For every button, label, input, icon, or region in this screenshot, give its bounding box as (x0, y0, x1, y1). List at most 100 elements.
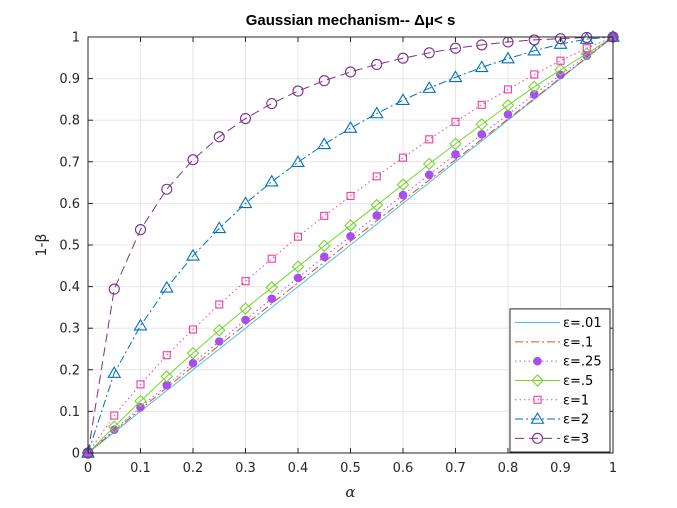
chart-title: Gaussian mechanism-- Δμ< s (246, 12, 456, 29)
data-point (501, 51, 515, 64)
legend-entry: ε=1 (515, 393, 589, 408)
data-point (425, 135, 434, 144)
data-point (215, 300, 224, 309)
series-line (87, 36, 614, 454)
data-point (476, 39, 488, 51)
x-tick-label: 0.3 (235, 461, 256, 476)
data-point (529, 90, 539, 99)
data-point (501, 98, 515, 112)
legend-entry: ε=.1 (515, 335, 593, 350)
data-point (477, 100, 486, 109)
data-point (241, 315, 250, 325)
data-point (346, 191, 355, 200)
data-point (134, 394, 147, 408)
data-point (424, 170, 434, 179)
data-point (503, 85, 513, 94)
data-point (527, 43, 542, 56)
y-axis-label: 1-β (34, 234, 50, 257)
data-point (293, 273, 303, 283)
data-point (320, 211, 329, 220)
data-point (238, 196, 253, 209)
legend-entry: ε=.25 (515, 355, 602, 370)
legend-label: ε=3 (563, 432, 589, 447)
data-point (267, 294, 277, 303)
series-line (87, 36, 614, 454)
data-point (186, 248, 200, 261)
data-point (239, 302, 252, 315)
data-point (475, 118, 489, 131)
data-point (423, 47, 435, 59)
data-point (81, 445, 95, 458)
plot-series (81, 29, 620, 460)
series-line (87, 36, 614, 454)
data-point (344, 66, 357, 78)
x-tick-label: 0.5 (340, 461, 361, 476)
legend-marker (530, 411, 545, 424)
data-point (214, 337, 224, 346)
y-tick-label: 0.2 (59, 363, 80, 378)
data-point (503, 110, 513, 119)
x-tick-label: 1 (609, 461, 617, 476)
data-point (133, 318, 148, 331)
data-point (451, 150, 460, 159)
y-tick-label: 0.3 (59, 322, 80, 337)
legend-entry: ε=2 (515, 411, 589, 428)
data-point (108, 283, 120, 295)
y-tick-label: 0.7 (59, 155, 80, 170)
y-tick-label: 0.8 (59, 114, 80, 129)
legend-label: ε=.01 (563, 316, 602, 331)
legend-label: ε=.25 (563, 355, 602, 370)
data-point (396, 93, 410, 105)
data-point (370, 198, 384, 212)
y-tick-label: 0.6 (59, 197, 80, 212)
data-point (212, 324, 226, 337)
tick-labels: 0 0.1 0.2 0.3 0.4 0.5 0.6 0.7 0.8 0.9 1 0 0.1 0.2 0.3 0… (59, 31, 617, 477)
data-point (451, 117, 460, 126)
legend-entry: ε=3 (515, 432, 589, 447)
data-point (422, 81, 437, 93)
legend-entry: ε=.5 (515, 374, 593, 389)
series-2 (87, 36, 614, 454)
data-point (319, 252, 329, 261)
data-point (292, 85, 304, 97)
x-tick-label: 0.2 (183, 461, 204, 476)
data-point (527, 80, 541, 94)
data-point (317, 137, 332, 150)
data-point (107, 420, 121, 434)
x-tick-label: 0.1 (130, 461, 151, 476)
data-point (448, 70, 463, 83)
series-1 (87, 36, 614, 454)
x-tick-label: 0.7 (445, 461, 466, 476)
x-tick-label: 0.8 (498, 461, 519, 476)
series-line (87, 36, 614, 454)
legend-entry: ε=.01 (515, 316, 602, 331)
data-point (212, 221, 227, 234)
data-point (188, 325, 198, 334)
data-point (162, 351, 171, 360)
data-point (291, 155, 305, 167)
data-point (396, 178, 410, 191)
data-point (161, 183, 173, 195)
data-point (241, 277, 250, 286)
data-point (343, 121, 358, 133)
data-point (371, 58, 383, 71)
legend-marker (531, 432, 544, 444)
y-tick-label: 0.1 (59, 405, 80, 420)
data-point (110, 411, 119, 420)
data-point (344, 219, 357, 232)
y-tick-label: 0 (72, 447, 80, 462)
x-tick-label: 0 (84, 461, 92, 476)
data-point (579, 31, 594, 44)
data-point (449, 42, 462, 54)
data-point (266, 98, 278, 110)
data-point (372, 211, 382, 220)
x-tick-label: 0.9 (550, 461, 571, 476)
data-point (530, 70, 539, 79)
series-line (87, 36, 614, 454)
data-point (397, 52, 409, 64)
legend-label: ε=2 (563, 413, 589, 428)
data-point (291, 260, 305, 273)
data-point (398, 153, 408, 162)
data-point (582, 44, 591, 53)
y-tick-label: 0.4 (59, 280, 80, 295)
